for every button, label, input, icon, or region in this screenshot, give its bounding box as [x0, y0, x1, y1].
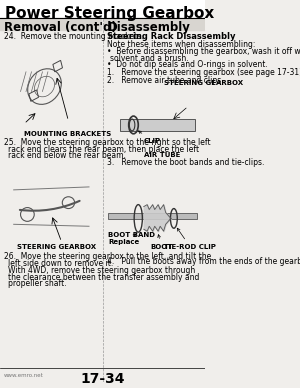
Text: TIE-ROD CLIP: TIE-ROD CLIP: [164, 228, 216, 250]
Text: With 4WD, remove the steering gearbox through: With 4WD, remove the steering gearbox th…: [8, 266, 196, 275]
Bar: [108, 213, 197, 219]
Text: 4.   Pull the boots away from the ends of the gearbox.: 4. Pull the boots away from the ends of …: [107, 257, 300, 266]
Bar: [0, 18, 101, 29]
Text: BOOT: BOOT: [151, 235, 173, 250]
Bar: [120, 119, 195, 131]
Bar: [53, 61, 62, 72]
Bar: [0, 0, 205, 18]
Text: 25.  Move the steering gearbox to the right so the left: 25. Move the steering gearbox to the rig…: [4, 138, 211, 147]
Text: •  Before disassembling the gearbox, wash it off with: • Before disassembling the gearbox, wash…: [107, 47, 300, 56]
Text: MOUNTING BRACKETS: MOUNTING BRACKETS: [24, 131, 111, 137]
Text: •  Do not dip seals and O-rings in solvent.: • Do not dip seals and O-rings in solven…: [107, 60, 268, 69]
Text: 2.   Remove air tube and clips.: 2. Remove air tube and clips.: [107, 76, 224, 85]
Text: Note these items when disassembling:: Note these items when disassembling:: [107, 40, 255, 49]
Text: 3.   Remove the boot bands and tie-clips.: 3. Remove the boot bands and tie-clips.: [107, 158, 264, 167]
Text: Removal (cont'd): Removal (cont'd): [4, 21, 117, 34]
Text: Power Steering Gearbox: Power Steering Gearbox: [5, 6, 215, 21]
Text: www.emro.net: www.emro.net: [4, 373, 44, 378]
Bar: [29, 90, 38, 101]
Text: 1.   Remove the steering gearbox (see page 17-31).: 1. Remove the steering gearbox (see page…: [107, 68, 300, 77]
Text: rack end below the rear beam.: rack end below the rear beam.: [8, 151, 126, 161]
Text: left side down to remove it.: left side down to remove it.: [8, 259, 113, 268]
Text: propeller shaft.: propeller shaft.: [8, 279, 67, 288]
Text: 26.  Move the steering gearbox to the left, and tilt the: 26. Move the steering gearbox to the lef…: [4, 252, 211, 261]
Text: CLIP: CLIP: [138, 131, 161, 144]
Text: 17-34: 17-34: [80, 372, 125, 386]
Text: the clearance between the transfer assembly and: the clearance between the transfer assem…: [8, 272, 200, 282]
Bar: [104, 18, 205, 29]
Text: Disassembly: Disassembly: [108, 21, 191, 34]
Text: BOOT BAND
Replace: BOOT BAND Replace: [108, 232, 155, 245]
Text: 24.  Remove the mounting brackets.: 24. Remove the mounting brackets.: [4, 33, 144, 42]
Text: STEERING GEARBOX: STEERING GEARBOX: [164, 80, 243, 86]
Text: solvent and a brush.: solvent and a brush.: [110, 54, 188, 63]
FancyArrowPatch shape: [20, 201, 80, 211]
Text: Steering Rack Disassembly: Steering Rack Disassembly: [107, 33, 235, 42]
Text: AIR TUBE: AIR TUBE: [144, 152, 180, 158]
Text: STEERING GEARBOX: STEERING GEARBOX: [17, 244, 96, 250]
Text: rack end clears the rear beam, then place the left: rack end clears the rear beam, then plac…: [8, 145, 199, 154]
